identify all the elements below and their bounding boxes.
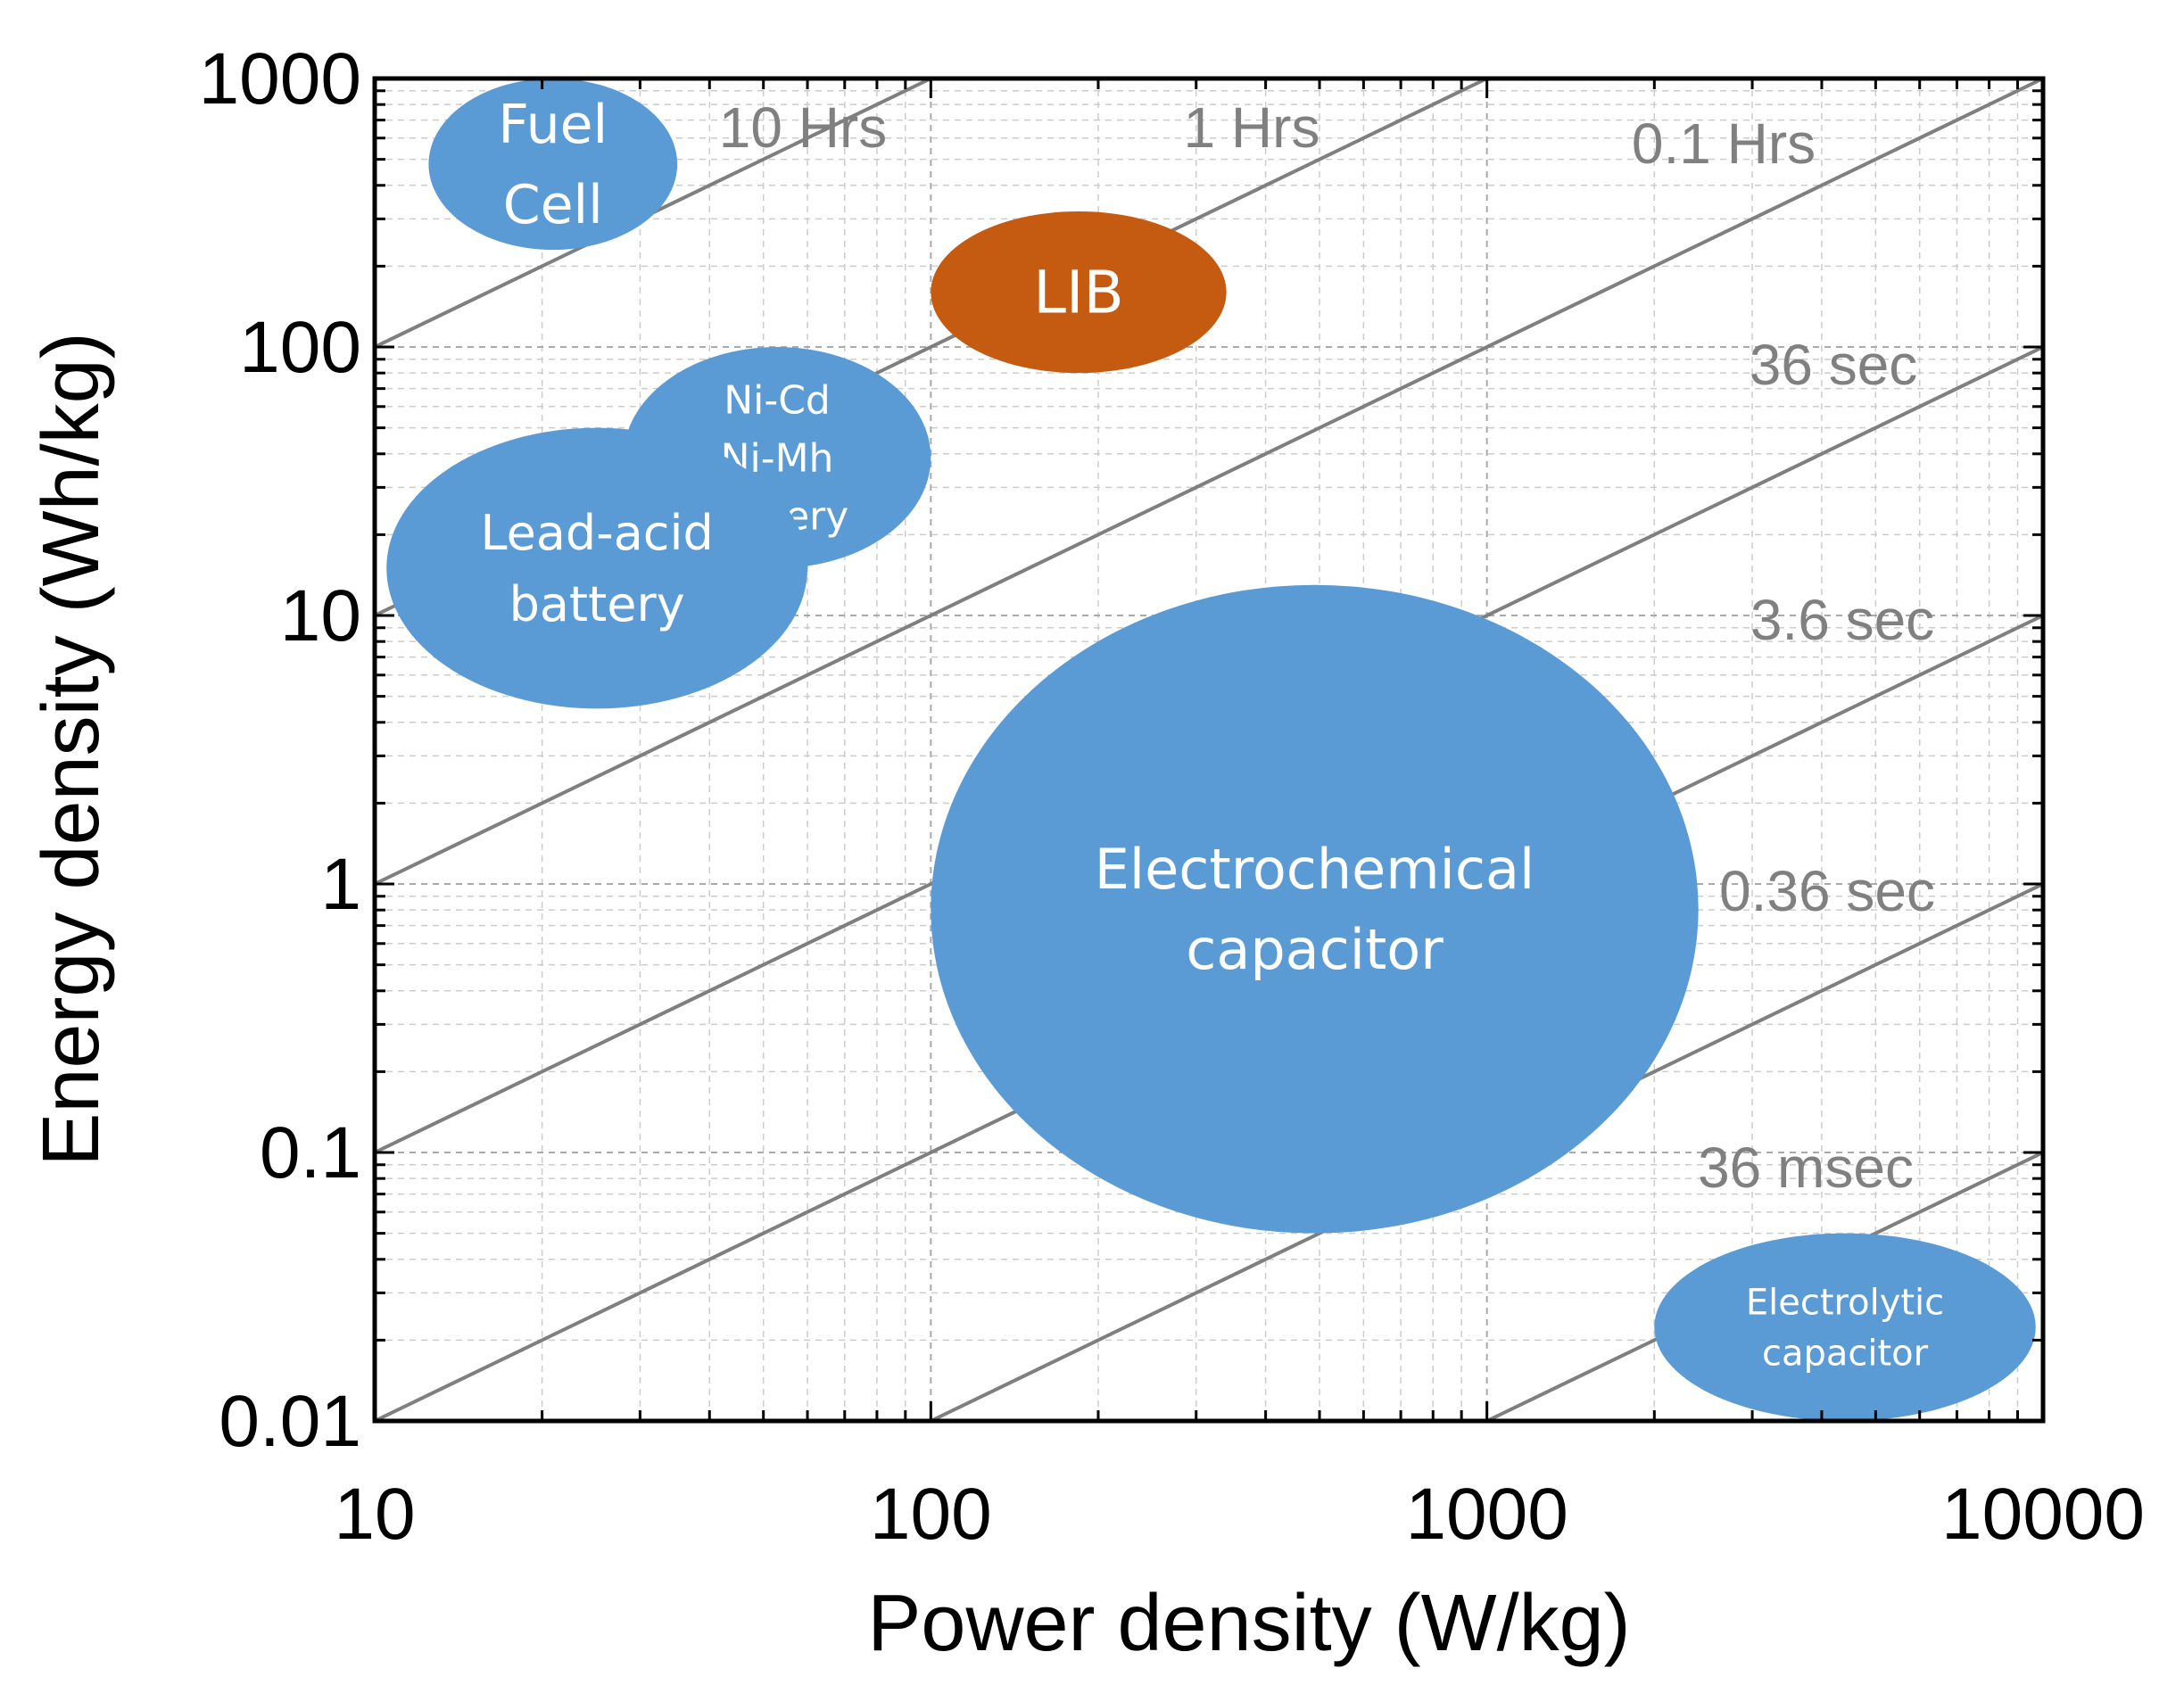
- lead-acid-region: [386, 427, 808, 709]
- x-tick-label: 100: [870, 1474, 992, 1555]
- electrochemical-capacitor-label: capacitor: [1186, 917, 1444, 982]
- tick-labels: 10 100 1000 10000 1000 100 10 1 0.1 0.01: [199, 38, 2145, 1555]
- x-axis-title: Power density (W/kg): [867, 1579, 1630, 1668]
- time-labels: 10 Hrs 1 Hrs 0.1 Hrs 36 sec 3.6 sec 0.36 sec 3…: [719, 95, 1935, 1200]
- lib-region: [931, 211, 1227, 374]
- fuel-cell-label: Cell: [503, 174, 603, 236]
- electrolytic-capacitor-region: [1654, 1233, 2036, 1422]
- electrolytic-capacitor-label: capacitor: [1762, 1333, 1929, 1374]
- electrochemical-capacitor-label: Electrochemical: [1095, 837, 1535, 902]
- time-label: 36 msec: [1698, 1136, 1914, 1200]
- time-line: [374, 77, 2044, 886]
- lib-label: LIB: [1033, 259, 1124, 327]
- time-label: 10 Hrs: [719, 95, 888, 160]
- time-label: 0.1 Hrs: [1632, 112, 1816, 176]
- y-tick-label: 0.1: [260, 1112, 361, 1194]
- y-tick-label: 1: [320, 844, 361, 925]
- x-tick-label: 10: [334, 1474, 415, 1555]
- y-tick-label: 100: [239, 307, 361, 388]
- x-tick-label: 1000: [1405, 1474, 1568, 1555]
- regions: FuelCellLIBNi-CdNi-MhbatteryLead-acidbat…: [386, 78, 2036, 1422]
- time-label: 0.36 sec: [1719, 859, 1935, 923]
- plot-frame: [372, 76, 2046, 1424]
- ni-cd-ni-mh-label: Ni-Cd: [724, 377, 831, 423]
- electrochemical-capacitor-region: [931, 584, 1699, 1234]
- y-tick-label: 0.01: [219, 1381, 361, 1462]
- y-tick-label: 1000: [199, 38, 361, 120]
- electrolytic-capacitor-label: Electrolytic: [1746, 1282, 1944, 1323]
- y-axis-title: Energy density (Wh/kg): [27, 332, 116, 1166]
- lead-acid-label: battery: [509, 576, 685, 632]
- fuel-cell-label: Fuel: [498, 94, 608, 156]
- lead-acid-label: Lead-acid: [480, 505, 713, 561]
- time-label: 3.6 sec: [1750, 588, 1934, 652]
- y-tick-label: 10: [280, 575, 361, 657]
- time-label: 1 Hrs: [1184, 95, 1320, 160]
- x-tick-label: 10000: [1941, 1474, 2145, 1555]
- time-label: 36 sec: [1750, 333, 1918, 397]
- fuel-cell-region: [428, 78, 678, 251]
